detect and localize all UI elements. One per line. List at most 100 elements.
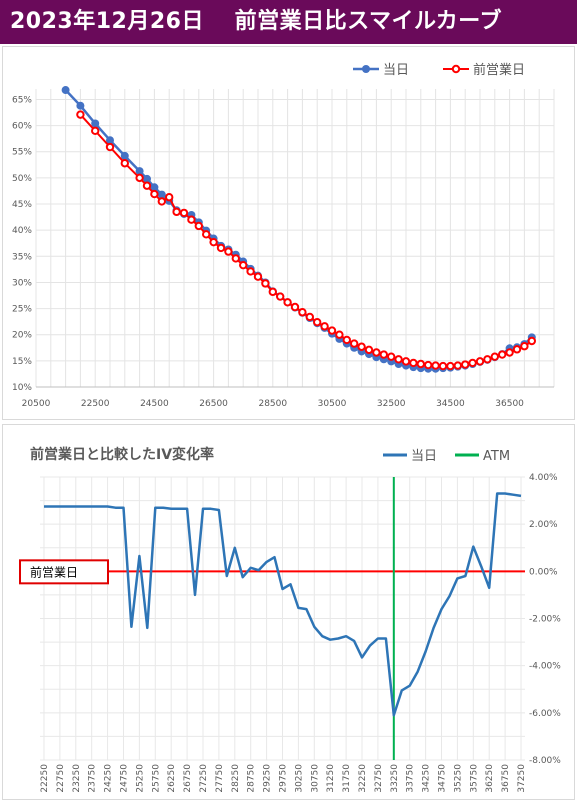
point-previous [335,330,344,339]
legend-label-today: 当日 [411,449,437,464]
point-previous [202,230,211,239]
x-tick-label: 26750 [183,764,193,793]
x-tick-label: 29750 [279,764,289,793]
y-tick-label: -2.00% [529,615,561,625]
point-previous [135,173,144,183]
x-tick-label: 28750 [247,764,257,793]
x-tick-label: 32750 [374,764,384,793]
point-previous [165,193,174,202]
point-today [106,136,114,145]
point-previous [231,254,241,263]
y-tick-label: 35% [12,252,32,262]
baseline-label-box: 前営業日 [19,559,109,585]
series-line-today [64,89,533,370]
point-previous [320,322,329,331]
point-previous [401,357,411,366]
point-previous [490,352,499,361]
page-title: 2023年12月26日 前営業日比スマイルカーブ [0,0,577,44]
point-previous [246,267,255,276]
point-previous [498,350,507,359]
point-today [143,174,151,183]
y-tick-label: 50% [12,174,32,184]
y-tick-label: 4.00% [529,473,558,483]
x-tick-label: 24750 [119,764,129,793]
point-previous [261,279,270,288]
x-tick-label: 23250 [72,764,82,793]
x-tick-label: 27750 [215,764,225,793]
point-previous [216,243,226,253]
series-line-today [44,492,522,717]
point-previous [468,358,477,368]
x-tick-label: 36250 [485,764,495,793]
y-tick-label: -8.00% [529,756,561,766]
point-previous [394,355,403,364]
point-previous [520,342,529,351]
point-previous [424,360,433,370]
chart-title: 前営業日と比較したIV変化率 [30,446,214,463]
x-tick-label: 31750 [342,764,352,793]
point-previous [91,126,100,136]
x-tick-label: 33250 [390,764,400,793]
point-previous [505,348,514,357]
point-previous [475,357,485,366]
point-previous [194,221,204,231]
y-tick-label: 45% [12,200,32,210]
x-tick-label: 34250 [422,764,432,793]
legend-label-today: 当日 [383,63,409,78]
point-previous [290,302,300,312]
series-line-previous [79,113,533,368]
point-today [120,151,129,160]
y-tick-label: 65% [12,95,32,105]
legend-label-atm: ATM [483,449,510,464]
point-previous [172,207,181,217]
x-tick-label: 30750 [310,764,320,793]
point-previous [187,215,196,224]
x-tick-label: 34500 [436,399,465,409]
x-tick-label: 36750 [501,764,511,793]
x-tick-label: 26500 [199,399,228,409]
y-tick-label: 55% [12,148,32,158]
x-tick-label: 22250 [40,764,50,793]
x-tick-label: 32500 [377,399,406,409]
x-tick-label: 32250 [358,764,368,793]
y-tick-label: 25% [12,305,32,315]
x-tick-label: 35750 [469,764,479,793]
point-previous [364,345,374,355]
point-previous [268,287,277,297]
y-tick-label: 60% [12,122,32,132]
iv-change-chart: 前営業日と比較したIV変化率 -8.00% -6.00% -4.00% -2.00% 0.… [19,446,561,793]
legend: 当日 ATM [383,449,510,464]
point-previous [224,247,233,256]
legend-marker-today [362,65,370,73]
iv-change-chart-panel: 前営業日と比較したIV変化率 -8.00% -6.00% -4.00% -2.00% 0.… [2,424,575,800]
x-tick-label: 25750 [151,764,161,793]
x-tick-label: 35250 [453,764,463,793]
point-previous [283,298,292,307]
x-tick-label: 28500 [258,399,287,409]
point-previous [305,312,314,322]
point-today [157,190,166,199]
point-previous [313,317,322,327]
point-previous [357,342,366,351]
point-previous [438,361,448,371]
x-tick-label: 24250 [104,764,114,793]
point-previous [527,336,536,346]
point-previous [483,355,492,364]
x-tick-label: 31250 [326,764,336,793]
x-tick-label: 33750 [406,764,416,793]
point-previous [150,189,159,199]
point-previous [453,361,462,370]
x-tick-label: 22500 [81,399,110,409]
point-previous [142,181,152,190]
x-tick-label: 22750 [56,764,66,793]
point-today [91,119,100,128]
point-previous [253,272,263,281]
point-previous [409,358,418,368]
x-tick-label: 25250 [135,764,145,793]
x-tick-label: 36500 [495,399,524,409]
point-previous [342,335,351,345]
y-tick-label: 0.00% [529,567,558,577]
point-today [135,167,144,176]
y-tick-label: 30% [12,278,32,288]
baseline-label-border [19,559,109,585]
